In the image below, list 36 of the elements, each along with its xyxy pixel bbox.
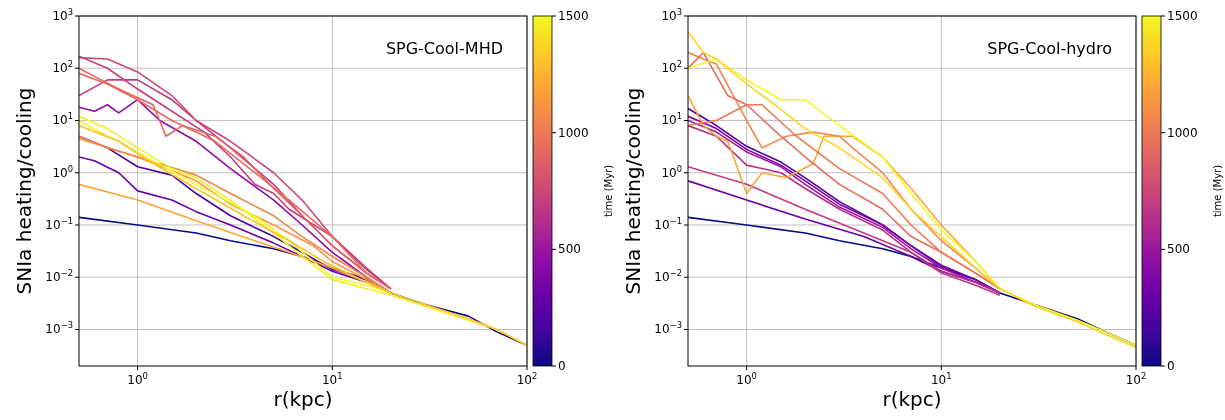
x-tick-label: 10$^{2}$	[1125, 371, 1147, 387]
y-tick-label: 10$^{1}$	[661, 111, 682, 128]
color-bar-label: 0	[558, 359, 566, 373]
y-tick-label: 10$^{1}$	[52, 111, 73, 128]
x-axis-title: r(kpc)	[273, 387, 333, 411]
y-tick-label: 10$^{−1}$	[45, 215, 73, 232]
color-bar-label: 1500	[1167, 9, 1198, 23]
x-tick-label: 10$^{1}$	[321, 371, 343, 387]
y-tick-label: 10$^{0}$	[52, 163, 73, 180]
y-tick-label: 10$^{2}$	[661, 59, 682, 76]
y-tick-label: 10$^{−1}$	[654, 215, 682, 232]
annotation: SPG-Cool-MHD	[385, 39, 503, 58]
x-axis-title: r(kpc)	[882, 387, 942, 411]
color-bar-label: 500	[558, 242, 581, 257]
x-tick-label: 10$^{0}$	[127, 371, 148, 387]
x-tick-label: 10$^{1}$	[930, 371, 952, 387]
y-tick-label: 10$^{3}$	[661, 7, 682, 23]
y-tick-label: 10$^{2}$	[52, 59, 73, 76]
y-tick-label: 10$^{−2}$	[654, 268, 682, 285]
y-axis-title: SNIa heating/cooling	[621, 87, 645, 295]
y-tick-label: 10$^{3}$	[52, 7, 73, 23]
color-bar-label: 0	[1167, 359, 1175, 373]
x-tick-label: 10$^{0}$	[736, 371, 757, 387]
color-bar-label: 500	[1167, 242, 1190, 257]
x-tick-label: 10$^{2}$	[516, 371, 538, 387]
y-tick-label: 10$^{0}$	[661, 163, 682, 180]
y-tick-label: 10$^{−2}$	[45, 268, 73, 285]
y-tick-label: 10$^{−3}$	[45, 320, 73, 337]
color-bar-title: time (Myr)	[1212, 164, 1223, 218]
color-bar-label: 1000	[1167, 125, 1198, 140]
y-tick-label: 10$^{−3}$	[654, 320, 682, 337]
color-bar-label: 1000	[558, 125, 589, 140]
color-bar-label: 1500	[558, 9, 589, 23]
annotation: SPG-Cool-hydro	[987, 39, 1112, 58]
y-axis-title: SNIa heating/cooling	[12, 87, 36, 295]
color-bar-title: time (Myr)	[603, 164, 614, 218]
